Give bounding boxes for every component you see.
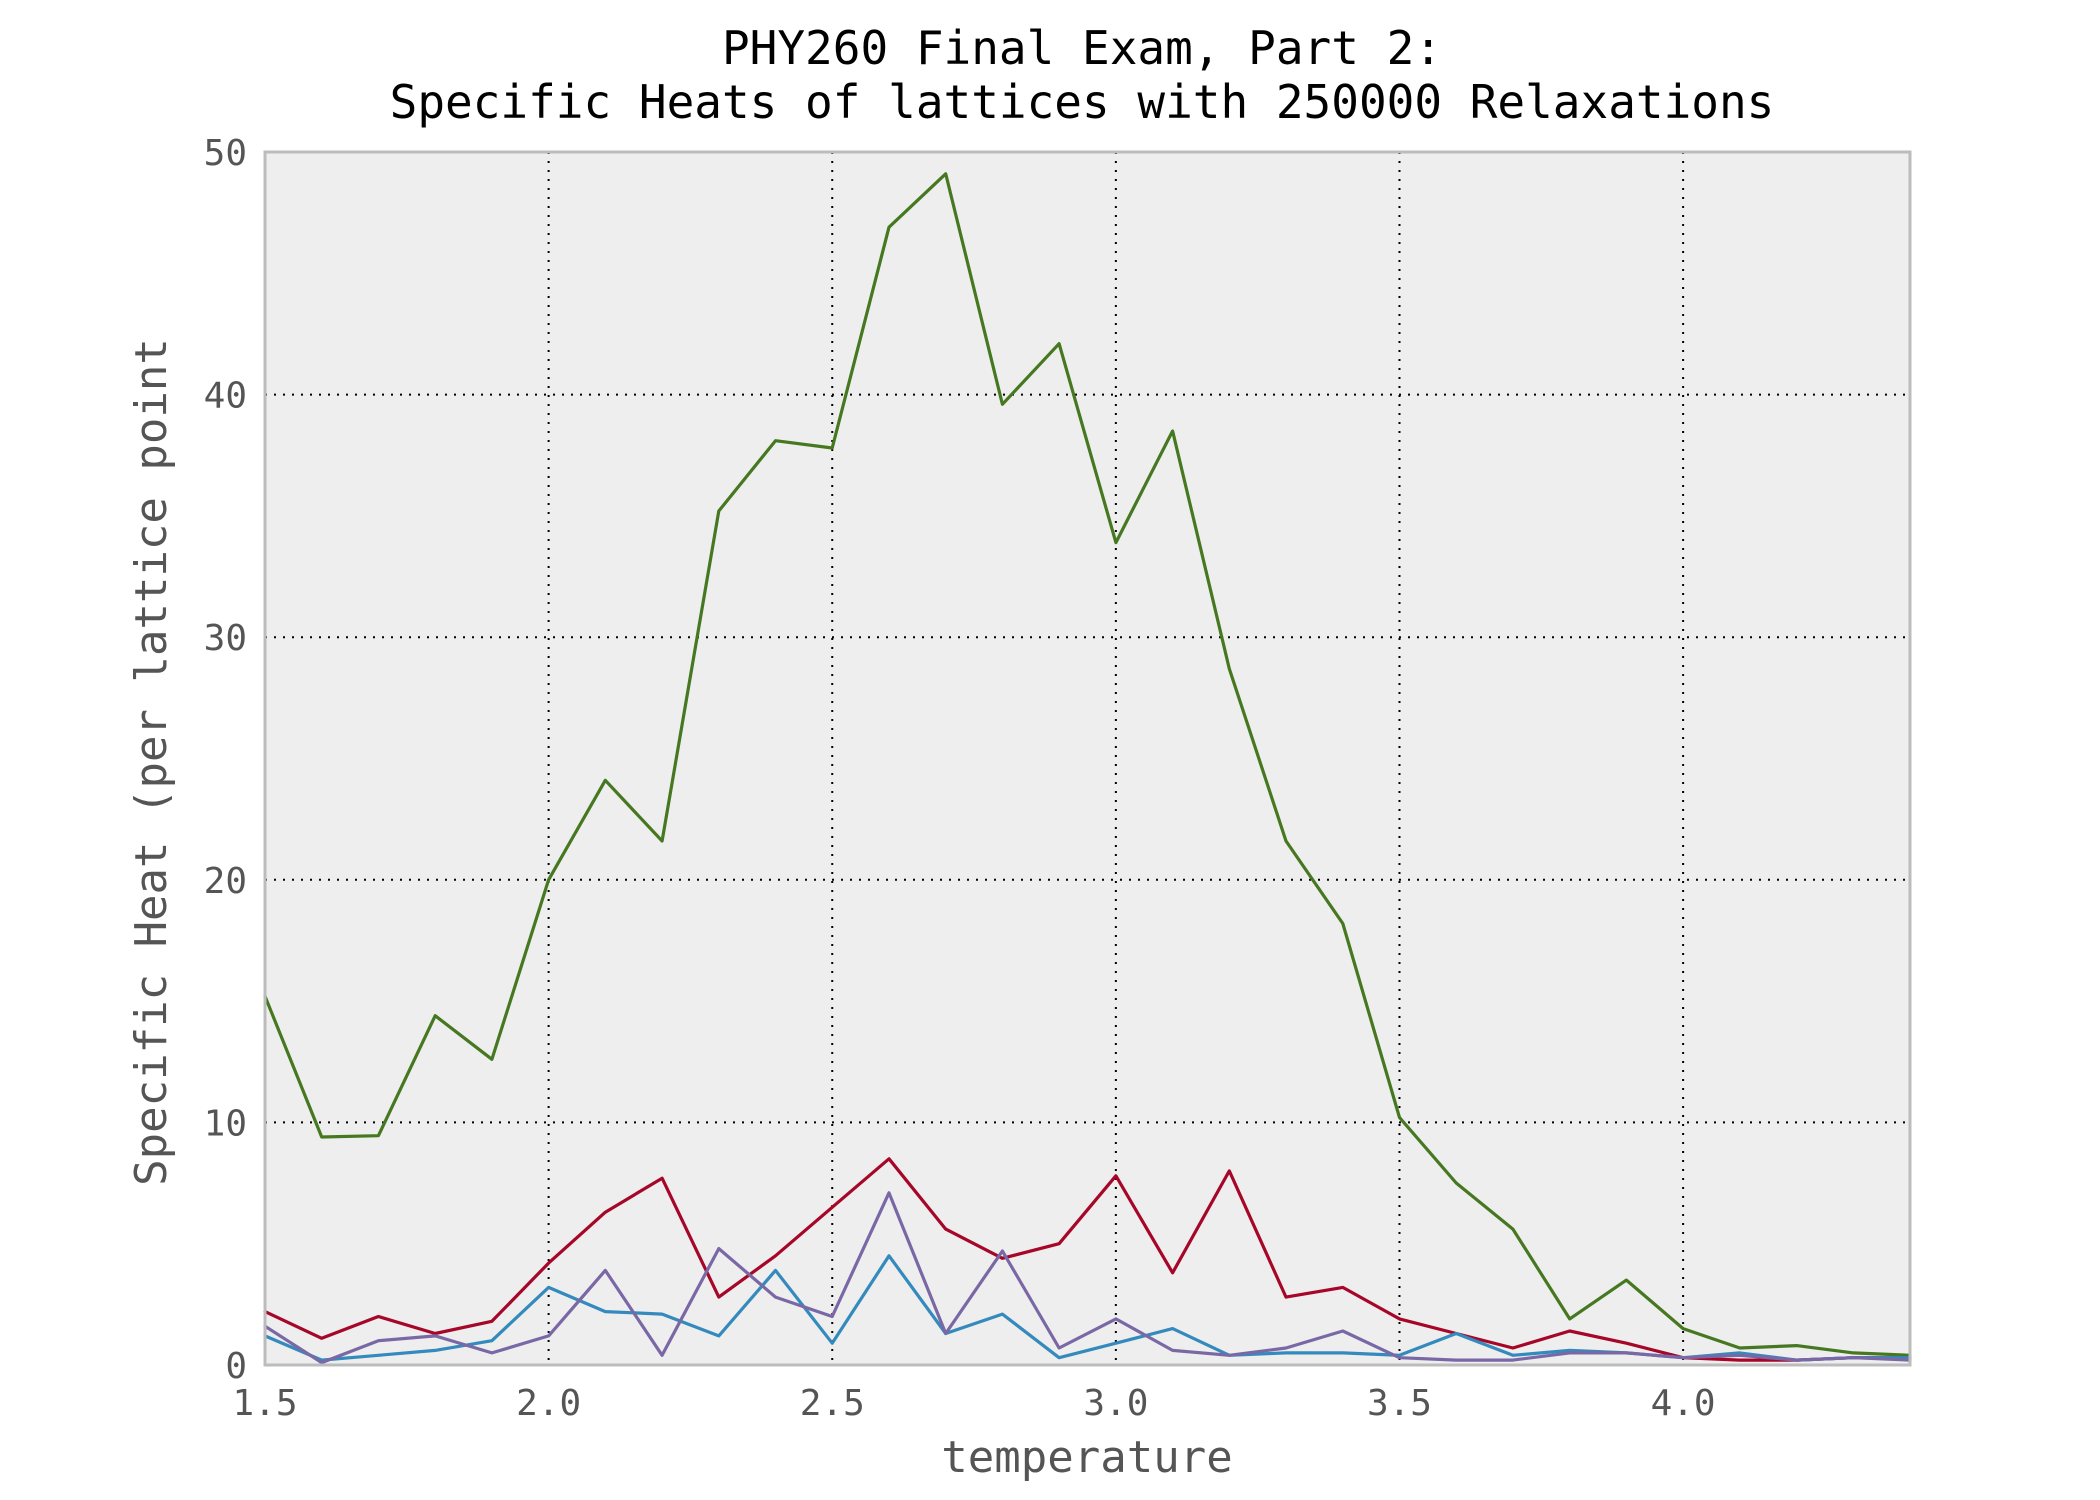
x-tick-label: 2.5 bbox=[800, 1383, 865, 1424]
series-line-2 bbox=[263, 1157, 1912, 1362]
x-tick-labels: 1.5 2.0 2.5 3.0 3.5 4.0 bbox=[232, 1383, 1715, 1424]
y-tick-labels: 0 10 20 30 40 50 bbox=[204, 133, 247, 1387]
series-line-4 bbox=[263, 1191, 1912, 1365]
y-tick-label: 30 bbox=[204, 618, 247, 659]
y-tick-label: 0 bbox=[225, 1346, 247, 1387]
chart-title-line-2: Specific Heats of lattices with 250000 R… bbox=[390, 75, 1775, 129]
chart-title-line-1: PHY260 Final Exam, Part 2: bbox=[722, 21, 1442, 75]
y-tick-label: 50 bbox=[204, 133, 247, 174]
y-tick-label: 10 bbox=[204, 1103, 247, 1144]
y-tick-label: 20 bbox=[204, 861, 247, 902]
series-group bbox=[263, 172, 1912, 1365]
x-tick-label: 3.5 bbox=[1367, 1383, 1432, 1424]
plot-frame bbox=[263, 150, 1912, 1367]
x-tick-label: 2.0 bbox=[516, 1383, 581, 1424]
series-line-1 bbox=[263, 172, 1912, 1357]
y-axis-label: Specific Heat (per lattice point bbox=[126, 338, 177, 1186]
plot-area bbox=[265, 152, 1910, 1365]
x-axis-label: temperature bbox=[941, 1432, 1232, 1483]
x-tick-label: 4.0 bbox=[1651, 1383, 1716, 1424]
y-tick-label: 40 bbox=[204, 376, 247, 417]
x-tick-label: 3.0 bbox=[1083, 1383, 1148, 1424]
x-tick-label: 1.5 bbox=[232, 1383, 297, 1424]
